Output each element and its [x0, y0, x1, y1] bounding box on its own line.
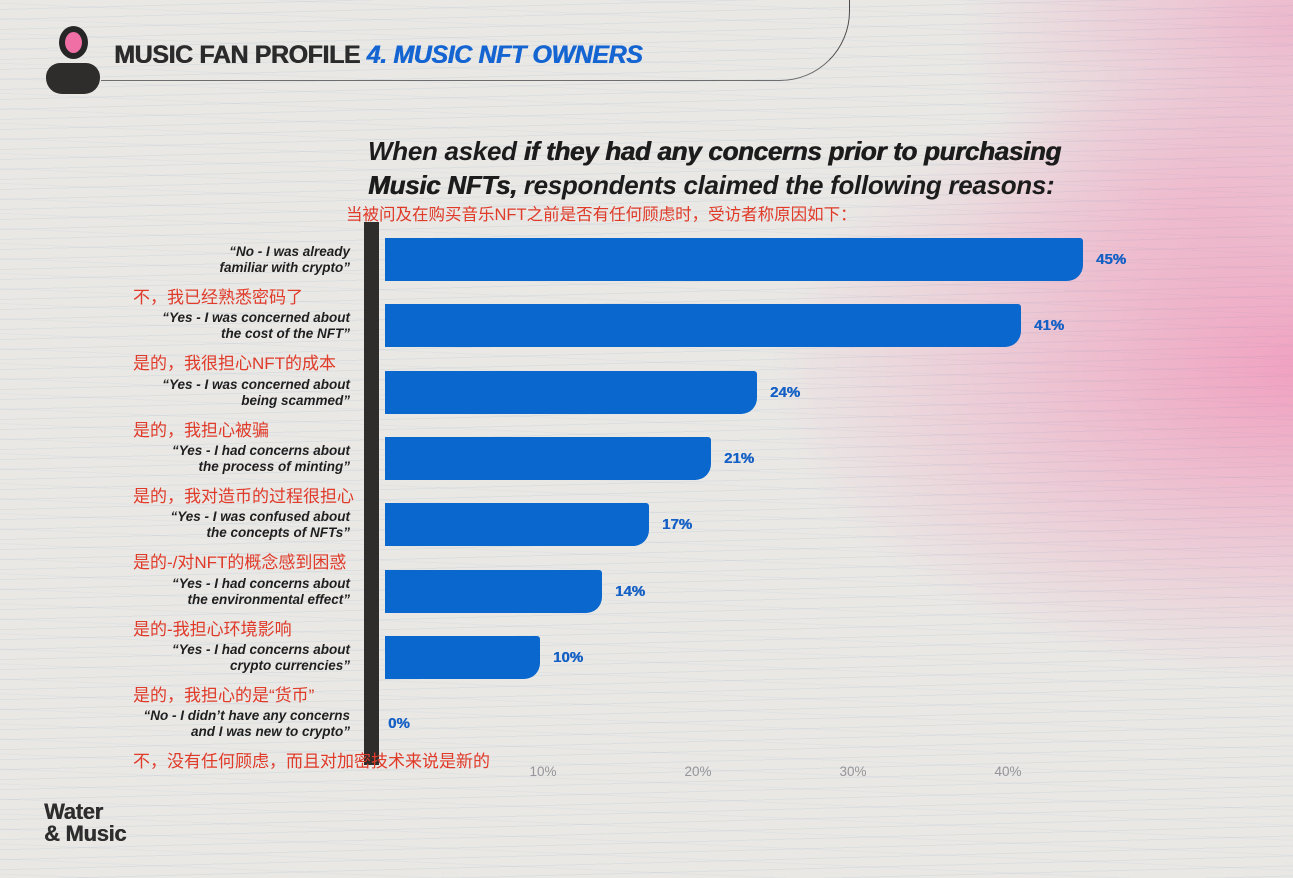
value-label: 24%: [770, 383, 801, 401]
value-label: 0%: [388, 715, 410, 733]
bar: [385, 503, 649, 547]
category-label-zh: 是的，我很担心NFT的成本: [133, 354, 337, 374]
chart-row: “Yes - I had concerns about the environm…: [0, 569, 1293, 639]
bar: [385, 304, 1021, 348]
category-label-en: “Yes - I had concerns about crypto curre…: [171, 641, 350, 673]
bar: [385, 370, 757, 414]
page-title: MUSIC FAN PROFILE 4. MUSIC NFT OWNERS: [114, 41, 643, 70]
page-title-main: MUSIC FAN PROFILE: [114, 41, 360, 69]
x-tick-label: 10%: [529, 764, 557, 779]
page-title-accent: 4. MUSIC NFT OWNERS: [366, 41, 643, 69]
person-icon: [46, 26, 100, 94]
logo-line1: Water: [44, 799, 103, 824]
person-body-icon: [46, 63, 100, 94]
chart-heading-translation-zh: 当被问及在购买音乐NFT之前是否有任何顾虑时，受访者称原因如下：: [346, 206, 857, 224]
chart-row: “Yes - I was concerned about the cost of…: [0, 304, 1293, 373]
bar: [385, 635, 540, 679]
x-tick-label: 20%: [684, 764, 712, 779]
category-label-en: “Yes - I was confused about the concepts…: [170, 509, 350, 541]
category-label-zh: 是的，我对造币的过程很担心: [133, 486, 354, 506]
x-tick-label: 30%: [839, 764, 867, 779]
category-label-zh: 是的，我担心的是“货币”: [133, 685, 315, 705]
category-label-zh: 是的，我担心被骗: [133, 420, 269, 440]
category-label-en: “No - I was already familiar with crypto…: [219, 244, 350, 275]
x-tick-label: 40%: [994, 764, 1022, 779]
chart-heading-line1: When asked if they had any concerns prio…: [368, 136, 1061, 166]
category-label-zh: 是的-我担心环境影响: [133, 619, 292, 639]
bar: [385, 436, 711, 480]
bar: [385, 569, 602, 613]
chart-row: “Yes - I was confused about the concepts…: [0, 503, 1293, 572]
category-label-zh: 是的-/对NFT的概念感到困惑: [133, 553, 347, 573]
category-label-en: “Yes - I was concerned about the cost of…: [162, 310, 350, 342]
chart-row: “No - I didn’t have any concerns and I w…: [0, 702, 1293, 771]
category-label-en: “Yes - I was concerned about being scamm…: [162, 376, 350, 408]
chart-heading: When asked if they had any concerns prio…: [368, 134, 1061, 202]
value-label: 41%: [1034, 317, 1065, 335]
person-head-icon: [59, 26, 88, 59]
chart-row: “Yes - I had concerns about crypto curre…: [0, 635, 1293, 705]
value-label: 10%: [553, 648, 584, 666]
bar: [385, 238, 1083, 281]
chart-row: “No - I was already familiar with crypto…: [0, 238, 1293, 307]
chart-heading-line2: Music NFTs, respondents claimed the foll…: [368, 170, 1055, 200]
value-label: 14%: [615, 582, 646, 600]
category-label-en: “No - I didn’t have any concerns and I w…: [143, 708, 350, 740]
water-and-music-logo: Water & Music: [44, 799, 127, 846]
category-label-en: “Yes - I had concerns about the environm…: [171, 575, 350, 607]
chart-row: “Yes - I was concerned about being scamm…: [0, 370, 1293, 440]
category-label-zh: 不，我已经熟悉密码了: [133, 288, 303, 307]
chart-row: “Yes - I had concerns about the process …: [0, 436, 1293, 506]
y-axis-line: [364, 222, 379, 765]
value-label: 45%: [1096, 251, 1127, 268]
category-label-zh: 不，没有任何顾虑，而且对加密技术来说是新的: [133, 752, 490, 772]
category-label-en: “Yes - I had concerns about the process …: [171, 442, 350, 474]
value-label: 17%: [662, 516, 693, 534]
logo-line2: & Music: [44, 821, 127, 846]
value-label: 21%: [724, 449, 755, 467]
